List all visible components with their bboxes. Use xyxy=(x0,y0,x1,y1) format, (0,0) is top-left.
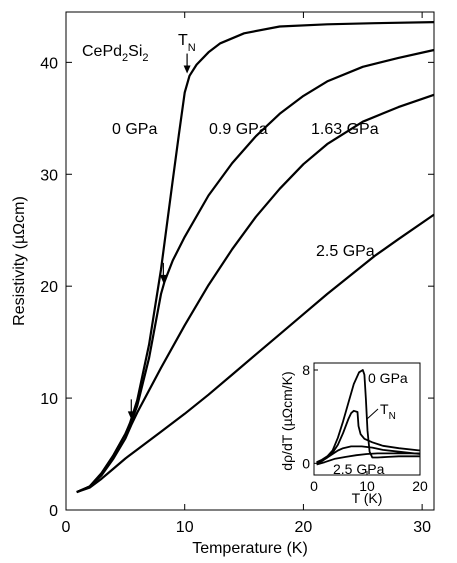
tn-sub: N xyxy=(188,42,196,54)
inset-y-tick-label-8: 8 xyxy=(302,362,310,378)
inset-tn-pointer xyxy=(366,408,379,420)
tn-arrow-head-3 xyxy=(127,411,135,420)
series-label-0-9gpa: 0.9 GPa xyxy=(209,121,268,138)
inset-tn-main: T xyxy=(380,401,389,417)
inset-plot: 0 10 20 0 8 T (K) dρ/dT (µΩcm/K) 0 GPa 2.5 G… xyxy=(279,362,428,506)
compound-si: Si xyxy=(128,43,142,60)
x-axis-label: Temperature (K) xyxy=(192,540,308,557)
x-tick-label-20: 20 xyxy=(295,519,313,536)
inset-tn-label: TN xyxy=(380,401,396,422)
tn-label-main: TN xyxy=(178,32,196,54)
series-line-2-5-gpa xyxy=(76,213,435,494)
inset-label-0gpa: 0 GPa xyxy=(368,370,408,386)
series-label-1-63gpa: 1.63 GPa xyxy=(311,121,379,138)
series-label-0gpa: 0 GPa xyxy=(112,121,157,138)
inset-series-line-2-5-gpa xyxy=(316,452,420,466)
compound-sub-si: 2 xyxy=(142,52,148,64)
y-tick-label-40: 40 xyxy=(40,55,58,72)
compound-sub-pd: 2 xyxy=(122,52,128,64)
series-label-2-5gpa: 2.5 GPa xyxy=(316,243,375,260)
inset-y-tick-label-0: 0 xyxy=(302,455,310,471)
y-tick-label-10: 10 xyxy=(40,391,58,408)
x-tick-label-0: 0 xyxy=(62,519,71,536)
x-tick-label-10: 10 xyxy=(176,519,194,536)
inset-tn-sub: N xyxy=(389,411,396,422)
tn-arrow-head-1 xyxy=(183,65,191,74)
compound-label: CePd2Si2 xyxy=(82,43,149,64)
inset-series-line-1-63-gpa xyxy=(316,445,421,465)
inset-y-label: dρ/dT (µΩcm/K) xyxy=(279,371,295,470)
inset-x-tick-label-0: 0 xyxy=(310,478,318,494)
x-tick-label-30: 30 xyxy=(413,519,431,536)
inset-x-tick-label-10: 10 xyxy=(359,478,375,494)
tn-main: T xyxy=(178,32,188,49)
inset-x-label: T (K) xyxy=(352,490,383,506)
compound-base: CePd xyxy=(82,43,122,60)
main-plot-frame xyxy=(65,11,435,511)
series-line-1-63-gpa xyxy=(76,93,435,494)
tn-arrow-head-2 xyxy=(159,274,167,283)
y-tick-label-30: 30 xyxy=(40,167,58,184)
inset-label-2-5gpa: 2.5 GPa xyxy=(333,461,385,477)
inset-series-line-0-gpa xyxy=(316,369,420,464)
series-line-0-9-gpa xyxy=(76,48,435,494)
y-tick-label-20: 20 xyxy=(40,279,58,296)
y-tick-label-0: 0 xyxy=(49,503,58,520)
y-axis-label: Resistivity (µΩcm) xyxy=(11,196,28,326)
inset-x-tick-label-20: 20 xyxy=(412,478,428,494)
